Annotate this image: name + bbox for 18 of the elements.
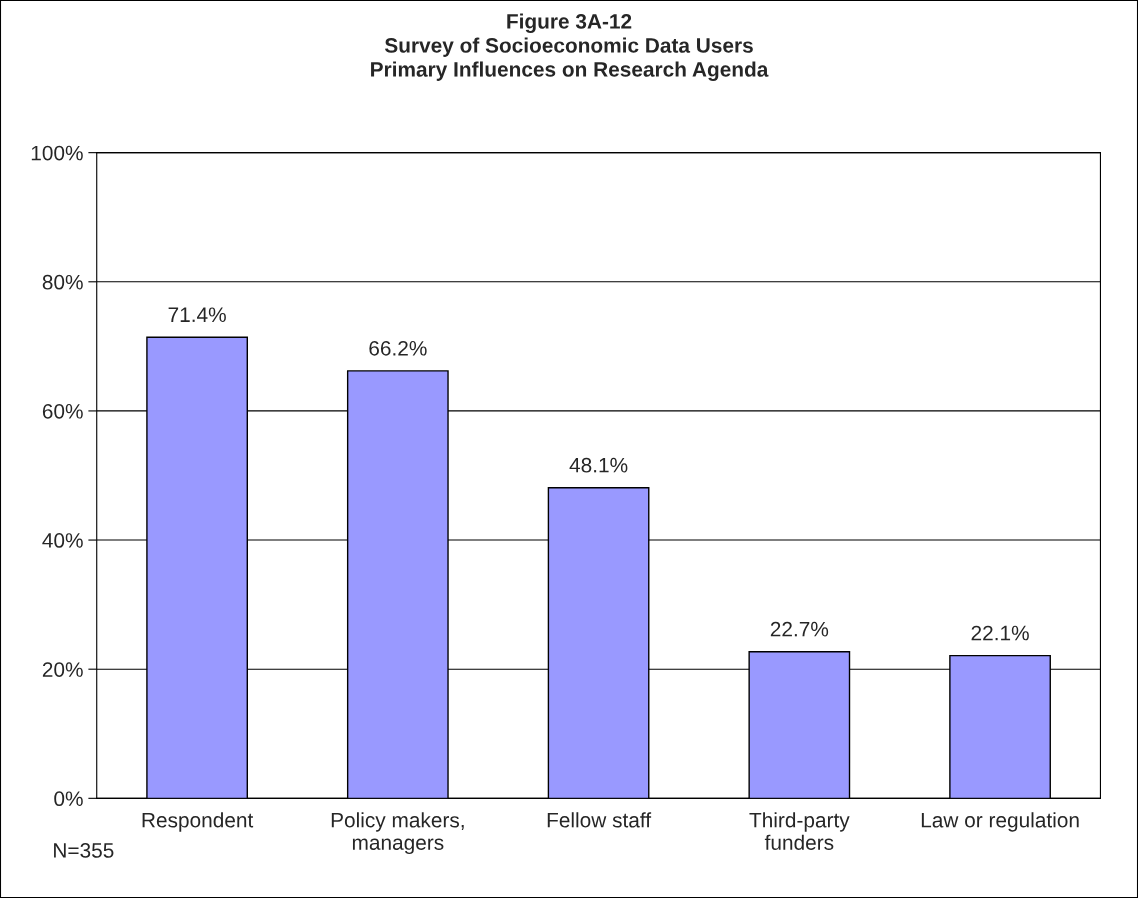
data-label: 22.1% <box>971 625 1029 641</box>
data-label: 66.2% <box>369 340 427 356</box>
y-tick-label: 40% <box>42 533 83 548</box>
data-label: 22.7% <box>770 621 829 637</box>
x-tick-label: Third-party funders <box>749 812 850 850</box>
y-tick-label: 80% <box>42 274 83 290</box>
y-tick-label: 20% <box>42 662 83 677</box>
chart-title: Figure 3A-12 Survey of Socioeconomic Data Users Primary Influences on Research Agenda <box>371 13 769 81</box>
x-tick-label: Policy makers, managers <box>331 812 464 855</box>
x-tick-label: Law or regulation <box>921 812 1079 832</box>
y-tick-label: 60% <box>42 403 83 419</box>
x-tick-label: Fellow staff <box>547 812 652 828</box>
data-label: 48.1% <box>569 457 628 473</box>
data-label: 71.4% <box>168 307 226 323</box>
y-tick-label: 0% <box>54 791 83 807</box>
x-tick-label: Respondent <box>142 812 254 832</box>
y-tick-label: 100% <box>31 145 83 161</box>
text: N=355 <box>54 843 114 858</box>
